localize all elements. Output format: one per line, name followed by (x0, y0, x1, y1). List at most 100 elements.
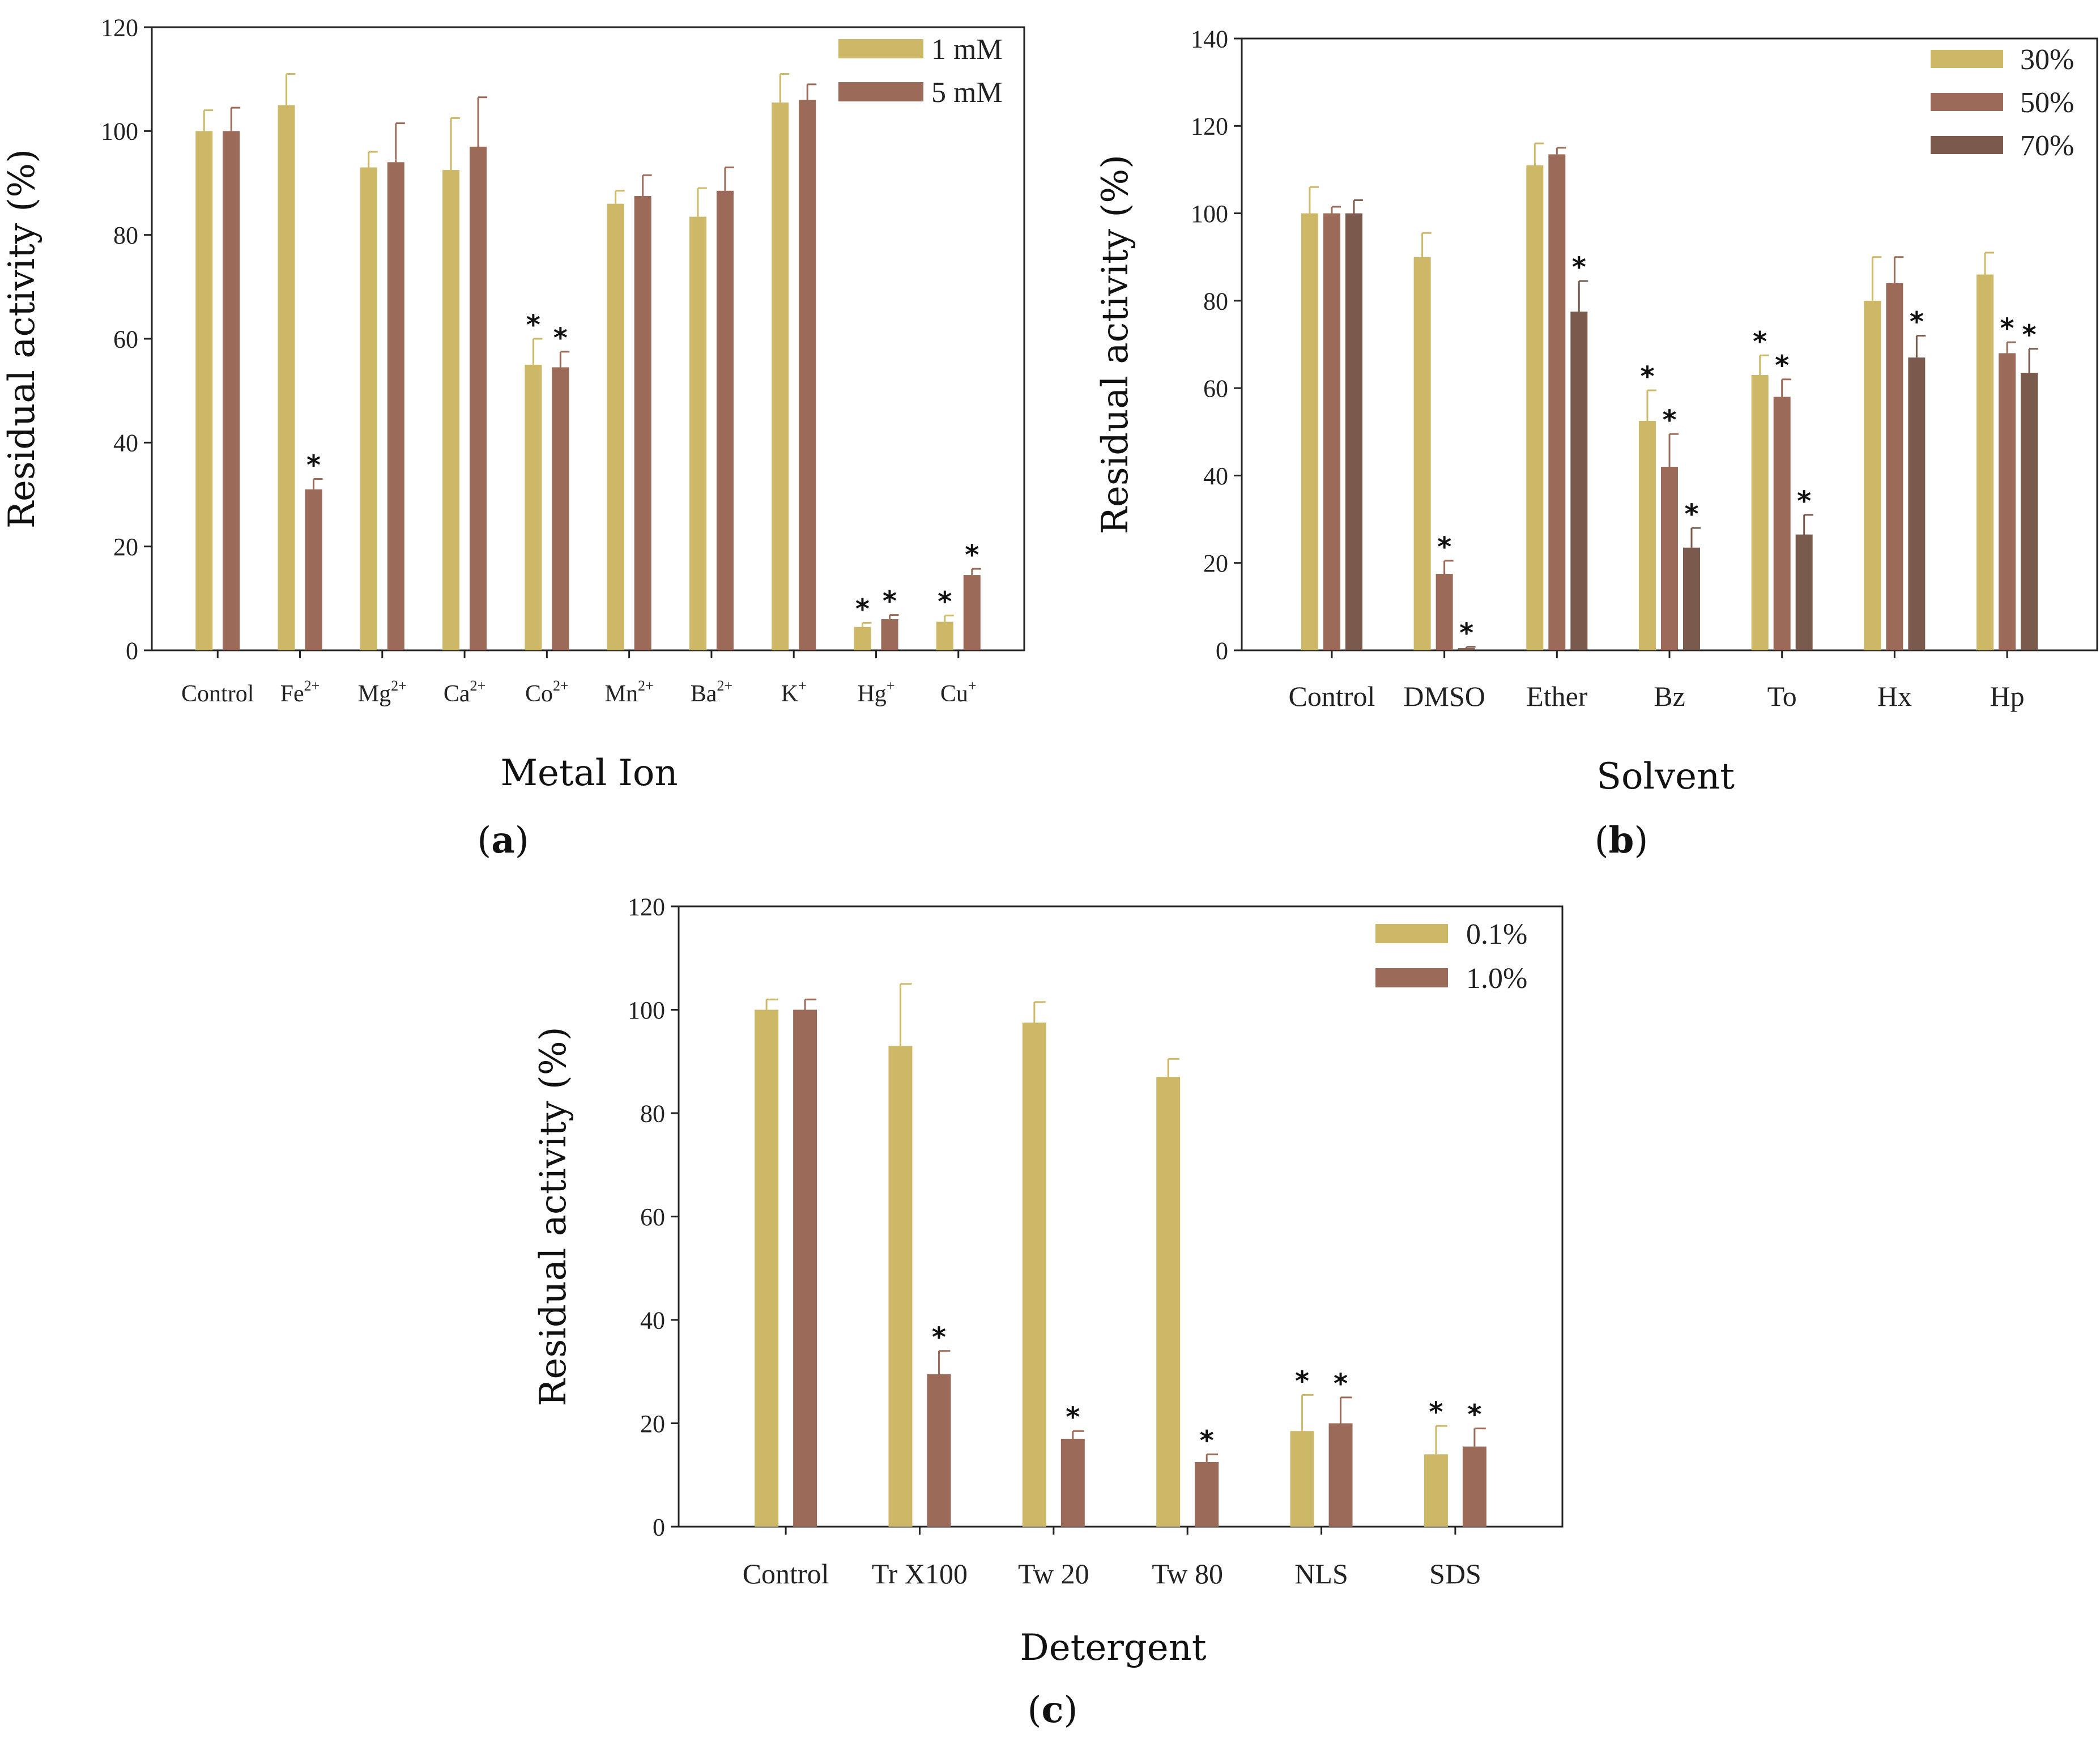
bar (470, 146, 487, 650)
x-tick-label: Bz (1654, 680, 1685, 712)
significance-star: * (1429, 1396, 1443, 1428)
x-tick-label: Tw 80 (1152, 1558, 1223, 1590)
bar (689, 216, 706, 650)
y-axis-title: Residual activity (%) (1094, 155, 1136, 534)
bar (888, 1046, 913, 1527)
panel-label: (a) (477, 819, 529, 862)
bar (1462, 1446, 1486, 1527)
y-tick-label: 120 (101, 14, 138, 41)
legend-swatch (838, 39, 923, 58)
bar (1328, 1423, 1353, 1527)
bar (1323, 213, 1340, 651)
significance-star: * (1459, 617, 1473, 649)
panel-c: 0 20 40 60 80 100 120 Control * Tr X100 * Tw 20 * Tw … (533, 893, 1564, 1731)
bar (552, 367, 569, 650)
y-tick-label: 0 (126, 637, 138, 664)
significance-star: * (1334, 1368, 1348, 1400)
legend-label: 5 mM (931, 76, 1003, 109)
significance-star: * (1775, 350, 1789, 382)
y-tick-label: 120 (1191, 113, 1228, 140)
x-tick-label: Tw 20 (1018, 1558, 1089, 1590)
significance-star: * (526, 309, 540, 341)
y-tick-label: 100 (101, 118, 138, 146)
y-tick-label: 20 (640, 1410, 665, 1438)
panel-label: (c) (1028, 1689, 1078, 1731)
legend-label: 30% (2020, 44, 2074, 76)
y-tick-label: 20 (113, 533, 138, 561)
x-tick-label: Mn2+ (605, 678, 654, 707)
bar (1864, 300, 1881, 650)
bar (1195, 1462, 1219, 1527)
legend-swatch (1931, 50, 2003, 68)
y-tick-label: 40 (640, 1306, 665, 1334)
bar (963, 575, 981, 650)
y-tick-label: 120 (628, 893, 665, 921)
x-tick-label: To (1767, 680, 1797, 712)
legend-label: 1.0% (1466, 962, 1527, 995)
legend-label: 50% (2020, 87, 2074, 119)
bar (793, 1009, 817, 1527)
bar (1526, 165, 1544, 650)
x-tick-label: Ba2+ (691, 678, 732, 707)
bar (1424, 1454, 1448, 1527)
y-axis-title: Residual activity (%) (533, 1026, 574, 1406)
y-tick-label: 20 (1203, 549, 1228, 577)
bar (1345, 213, 1362, 651)
legend-swatch (1931, 93, 2003, 111)
panel-label: (b) (1595, 819, 1649, 862)
x-tick-label: Control (181, 681, 254, 707)
significance-star: * (1753, 326, 1767, 357)
y-tick-label: 100 (1191, 200, 1228, 228)
x-tick-label: Control (1289, 680, 1375, 712)
x-tick-label: Ca2+ (444, 678, 485, 707)
significance-star: * (306, 450, 321, 482)
x-axis-title: Metal Ion (500, 752, 678, 794)
legend-swatch (1931, 136, 2003, 154)
bar (716, 190, 734, 650)
bar (223, 131, 240, 651)
bar (1773, 397, 1791, 650)
x-axis-title: Detergent (1020, 1627, 1206, 1669)
significance-star: * (1662, 404, 1676, 436)
bar (1156, 1077, 1181, 1527)
significance-star: * (553, 322, 568, 354)
bar (607, 203, 624, 651)
bar (1908, 357, 1926, 650)
legend-swatch (1375, 924, 1448, 943)
bar (1999, 353, 2016, 650)
bar (772, 102, 789, 650)
bar (1022, 1023, 1046, 1527)
bar (525, 364, 542, 650)
bar (278, 105, 295, 650)
x-tick-label: SDS (1429, 1558, 1481, 1590)
y-tick-label: 60 (113, 325, 138, 353)
bar (1639, 421, 1656, 650)
x-axis-title: Solvent (1596, 756, 1735, 798)
bar (1886, 283, 1903, 650)
x-tick-label: Control (743, 1558, 829, 1590)
bar (936, 621, 953, 650)
bar (799, 100, 816, 651)
bar (1570, 312, 1588, 650)
significance-star: * (1467, 1399, 1481, 1431)
bar (1060, 1438, 1085, 1527)
x-tick-label: Mg2+ (358, 678, 407, 707)
panel-b: 020406080100120140Control**DMSO*Ether***… (1094, 25, 2098, 862)
significance-star: * (855, 593, 870, 625)
x-tick-label: NLS (1294, 1558, 1348, 1590)
y-tick-label: 40 (113, 429, 138, 457)
bar (1683, 547, 1700, 650)
significance-star: * (932, 1322, 946, 1353)
bar (387, 162, 404, 650)
bar (1795, 534, 1813, 650)
y-tick-label: 40 (1203, 462, 1228, 490)
y-tick-label: 80 (113, 221, 138, 249)
significance-star: * (1572, 252, 1586, 283)
bar (634, 195, 651, 651)
bar (1301, 213, 1318, 651)
bar (305, 489, 322, 650)
x-tick-label: Cu+ (940, 678, 977, 707)
bar (1436, 574, 1453, 650)
bar (2021, 373, 2038, 650)
